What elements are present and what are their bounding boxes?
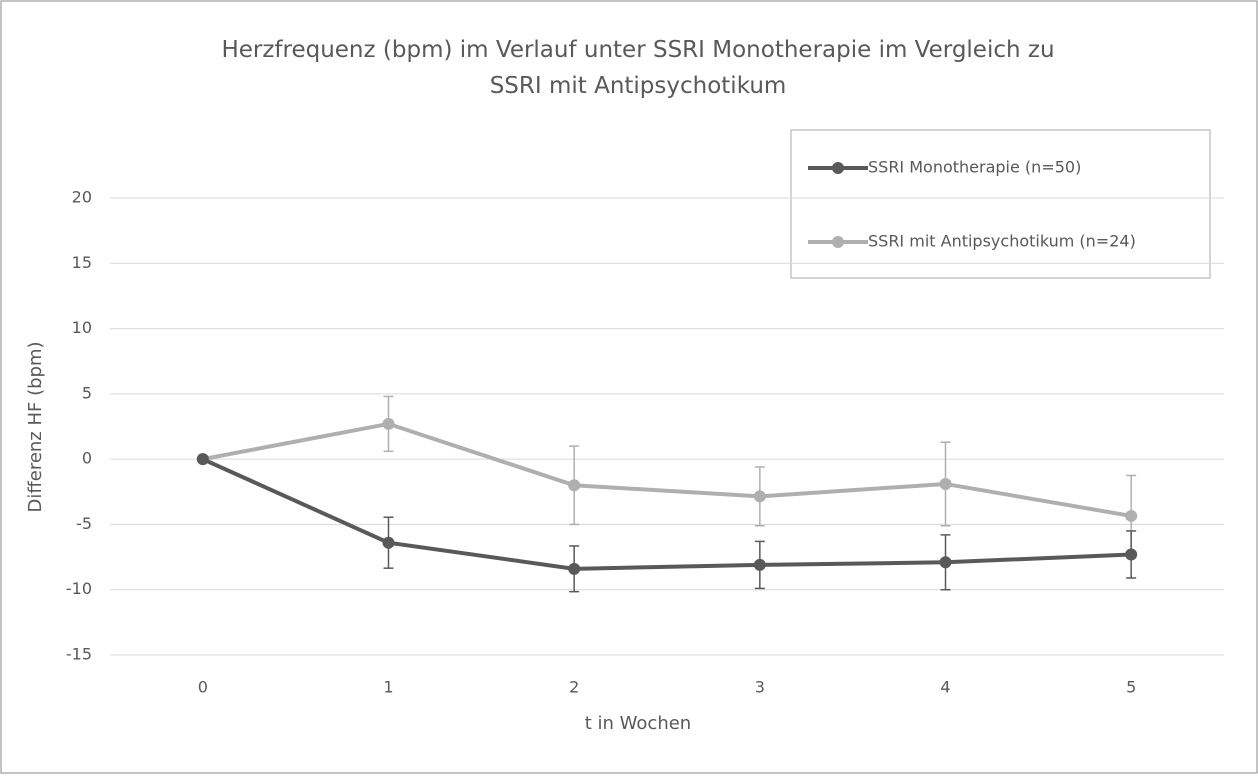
x-tick-label: 1 bbox=[383, 678, 393, 697]
series-marker bbox=[1125, 548, 1138, 561]
x-tick-label: 5 bbox=[1126, 678, 1136, 697]
series-line bbox=[202, 457, 1132, 571]
y-tick-label: -15 bbox=[66, 645, 92, 664]
y-tick-label: 5 bbox=[82, 383, 92, 402]
y-tick-label: 20 bbox=[72, 188, 92, 207]
title-line: Herzfrequenz (bpm) im Verlauf unter SSRI… bbox=[221, 37, 1054, 63]
series-marker bbox=[939, 556, 952, 569]
x-tick-label: 3 bbox=[755, 678, 765, 697]
series-marker bbox=[196, 453, 209, 466]
legend-marker bbox=[832, 236, 844, 248]
series-line bbox=[202, 421, 1132, 518]
series-marker bbox=[1125, 509, 1138, 522]
y-tick-label: -5 bbox=[76, 514, 92, 533]
series-marker bbox=[568, 562, 581, 575]
y-tick-label: 15 bbox=[72, 253, 92, 272]
series-marker bbox=[568, 479, 581, 492]
y-tick-label: 0 bbox=[82, 449, 92, 468]
series-marker bbox=[753, 490, 766, 503]
x-tick-label: 0 bbox=[198, 678, 208, 697]
series-marker bbox=[753, 558, 766, 571]
x-tick-label: 2 bbox=[569, 678, 579, 697]
legend-box bbox=[790, 129, 1211, 279]
series-marker bbox=[382, 536, 395, 549]
y-tick-label: -10 bbox=[66, 579, 92, 598]
x-tick-label: 4 bbox=[940, 678, 950, 697]
legend-label: SSRI Monotherapie (n=50) bbox=[868, 158, 1081, 177]
title-line: SSRI mit Antipsychotikum bbox=[490, 73, 787, 99]
y-tick-label: 10 bbox=[72, 318, 92, 337]
chart-title: Herzfrequenz (bpm) im Verlauf unter SSRI… bbox=[221, 37, 1054, 99]
x-axis-label: t in Wochen bbox=[585, 713, 691, 734]
series-marker bbox=[939, 477, 952, 490]
legend-label: SSRI mit Antipsychotikum (n=24) bbox=[868, 232, 1136, 251]
series-marker bbox=[382, 417, 395, 430]
y-axis-label: Differenz HF (bpm) bbox=[25, 341, 46, 512]
legend-marker bbox=[832, 162, 844, 174]
